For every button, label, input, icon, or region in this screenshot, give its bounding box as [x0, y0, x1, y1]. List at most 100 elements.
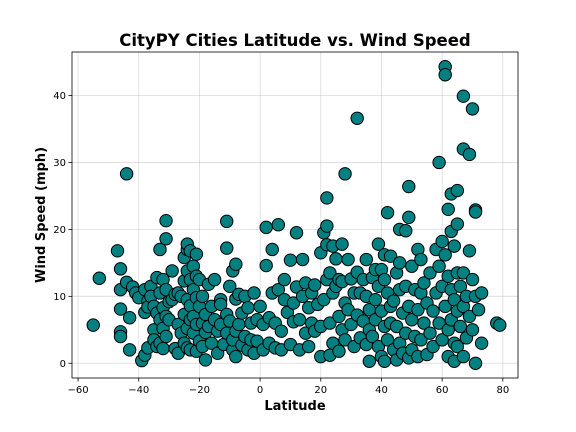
data-point — [320, 219, 334, 233]
data-point — [383, 249, 398, 263]
data-point — [462, 244, 477, 258]
data-point — [386, 294, 401, 308]
data-point — [365, 329, 380, 344]
data-point — [441, 202, 455, 217]
data-point — [274, 324, 289, 338]
data-point — [462, 147, 477, 162]
data-point — [474, 336, 489, 350]
data-point — [471, 303, 486, 317]
data-point — [110, 244, 125, 258]
x-tick-label: −60 — [68, 385, 89, 396]
data-point — [426, 339, 440, 354]
data-point — [450, 339, 465, 354]
data-point — [341, 252, 355, 267]
data-point — [450, 217, 465, 231]
data-point — [122, 311, 137, 325]
data-point — [493, 318, 507, 332]
data-point — [253, 299, 267, 314]
data-point — [317, 292, 331, 307]
data-point — [362, 354, 377, 368]
data-point — [338, 333, 352, 347]
data-point — [195, 289, 210, 304]
chart-title: CityPY Cities Latitude vs. Wind Speed — [119, 31, 470, 50]
data-point — [399, 224, 413, 238]
data-point — [286, 296, 301, 310]
data-point — [280, 305, 295, 320]
data-point — [229, 349, 243, 364]
data-point — [438, 248, 452, 262]
data-point — [456, 266, 471, 280]
data-points — [86, 60, 507, 370]
data-point — [371, 237, 386, 251]
data-point — [332, 309, 346, 324]
data-point — [159, 213, 173, 228]
data-point — [423, 326, 437, 340]
data-point — [320, 191, 334, 205]
plot-frame — [71, 51, 519, 379]
data-point — [465, 323, 480, 337]
data-point — [153, 242, 167, 257]
data-point — [259, 220, 273, 235]
x-tick-label: 60 — [436, 385, 449, 396]
data-point — [198, 353, 213, 367]
y-tick-label: 30 — [53, 158, 66, 169]
data-point — [417, 276, 431, 290]
data-point — [338, 167, 352, 181]
data-point — [92, 271, 107, 285]
data-point — [156, 341, 170, 356]
data-point — [213, 297, 228, 312]
data-point — [271, 282, 286, 297]
data-point — [323, 266, 337, 280]
data-point — [301, 339, 316, 354]
data-point — [414, 333, 428, 347]
data-point — [423, 266, 437, 280]
data-point — [468, 205, 483, 219]
data-point — [432, 155, 446, 170]
data-point — [159, 232, 173, 246]
data-point — [292, 313, 307, 327]
x-tick-label: 80 — [496, 385, 509, 396]
data-point — [377, 272, 392, 287]
data-point — [344, 317, 358, 332]
y-tick-label: 10 — [53, 292, 66, 303]
data-point — [232, 317, 246, 332]
data-point — [113, 302, 128, 316]
data-point — [435, 234, 449, 249]
data-point — [335, 237, 349, 251]
data-point — [456, 89, 471, 103]
y-tick-label: 40 — [53, 91, 66, 102]
data-point — [220, 214, 234, 229]
data-point — [259, 258, 273, 273]
data-point — [189, 247, 204, 261]
data-point — [329, 252, 343, 266]
data-point — [465, 272, 480, 287]
data-point — [229, 257, 243, 271]
x-axis: −60 −40 −20 0 20 40 60 80 — [68, 378, 509, 396]
data-point — [241, 301, 255, 315]
data-point — [113, 262, 128, 276]
data-point — [411, 303, 425, 317]
data-point — [359, 252, 373, 267]
data-point — [450, 183, 465, 198]
data-point — [165, 264, 179, 278]
data-point — [405, 259, 419, 273]
data-point — [438, 68, 452, 82]
data-point — [289, 226, 304, 240]
data-point — [323, 316, 337, 330]
data-point — [435, 333, 449, 347]
data-point — [122, 343, 137, 357]
data-point — [456, 349, 471, 364]
x-tick-label: −20 — [189, 385, 210, 396]
data-point — [350, 111, 364, 125]
data-point — [247, 286, 261, 300]
data-point — [426, 304, 440, 318]
data-point — [271, 218, 286, 232]
data-point — [332, 344, 346, 358]
data-point — [380, 333, 395, 347]
data-point — [265, 242, 279, 257]
x-axis-label: Latitude — [264, 399, 326, 414]
data-point — [159, 329, 173, 344]
data-point — [402, 210, 416, 225]
data-point — [402, 179, 416, 194]
